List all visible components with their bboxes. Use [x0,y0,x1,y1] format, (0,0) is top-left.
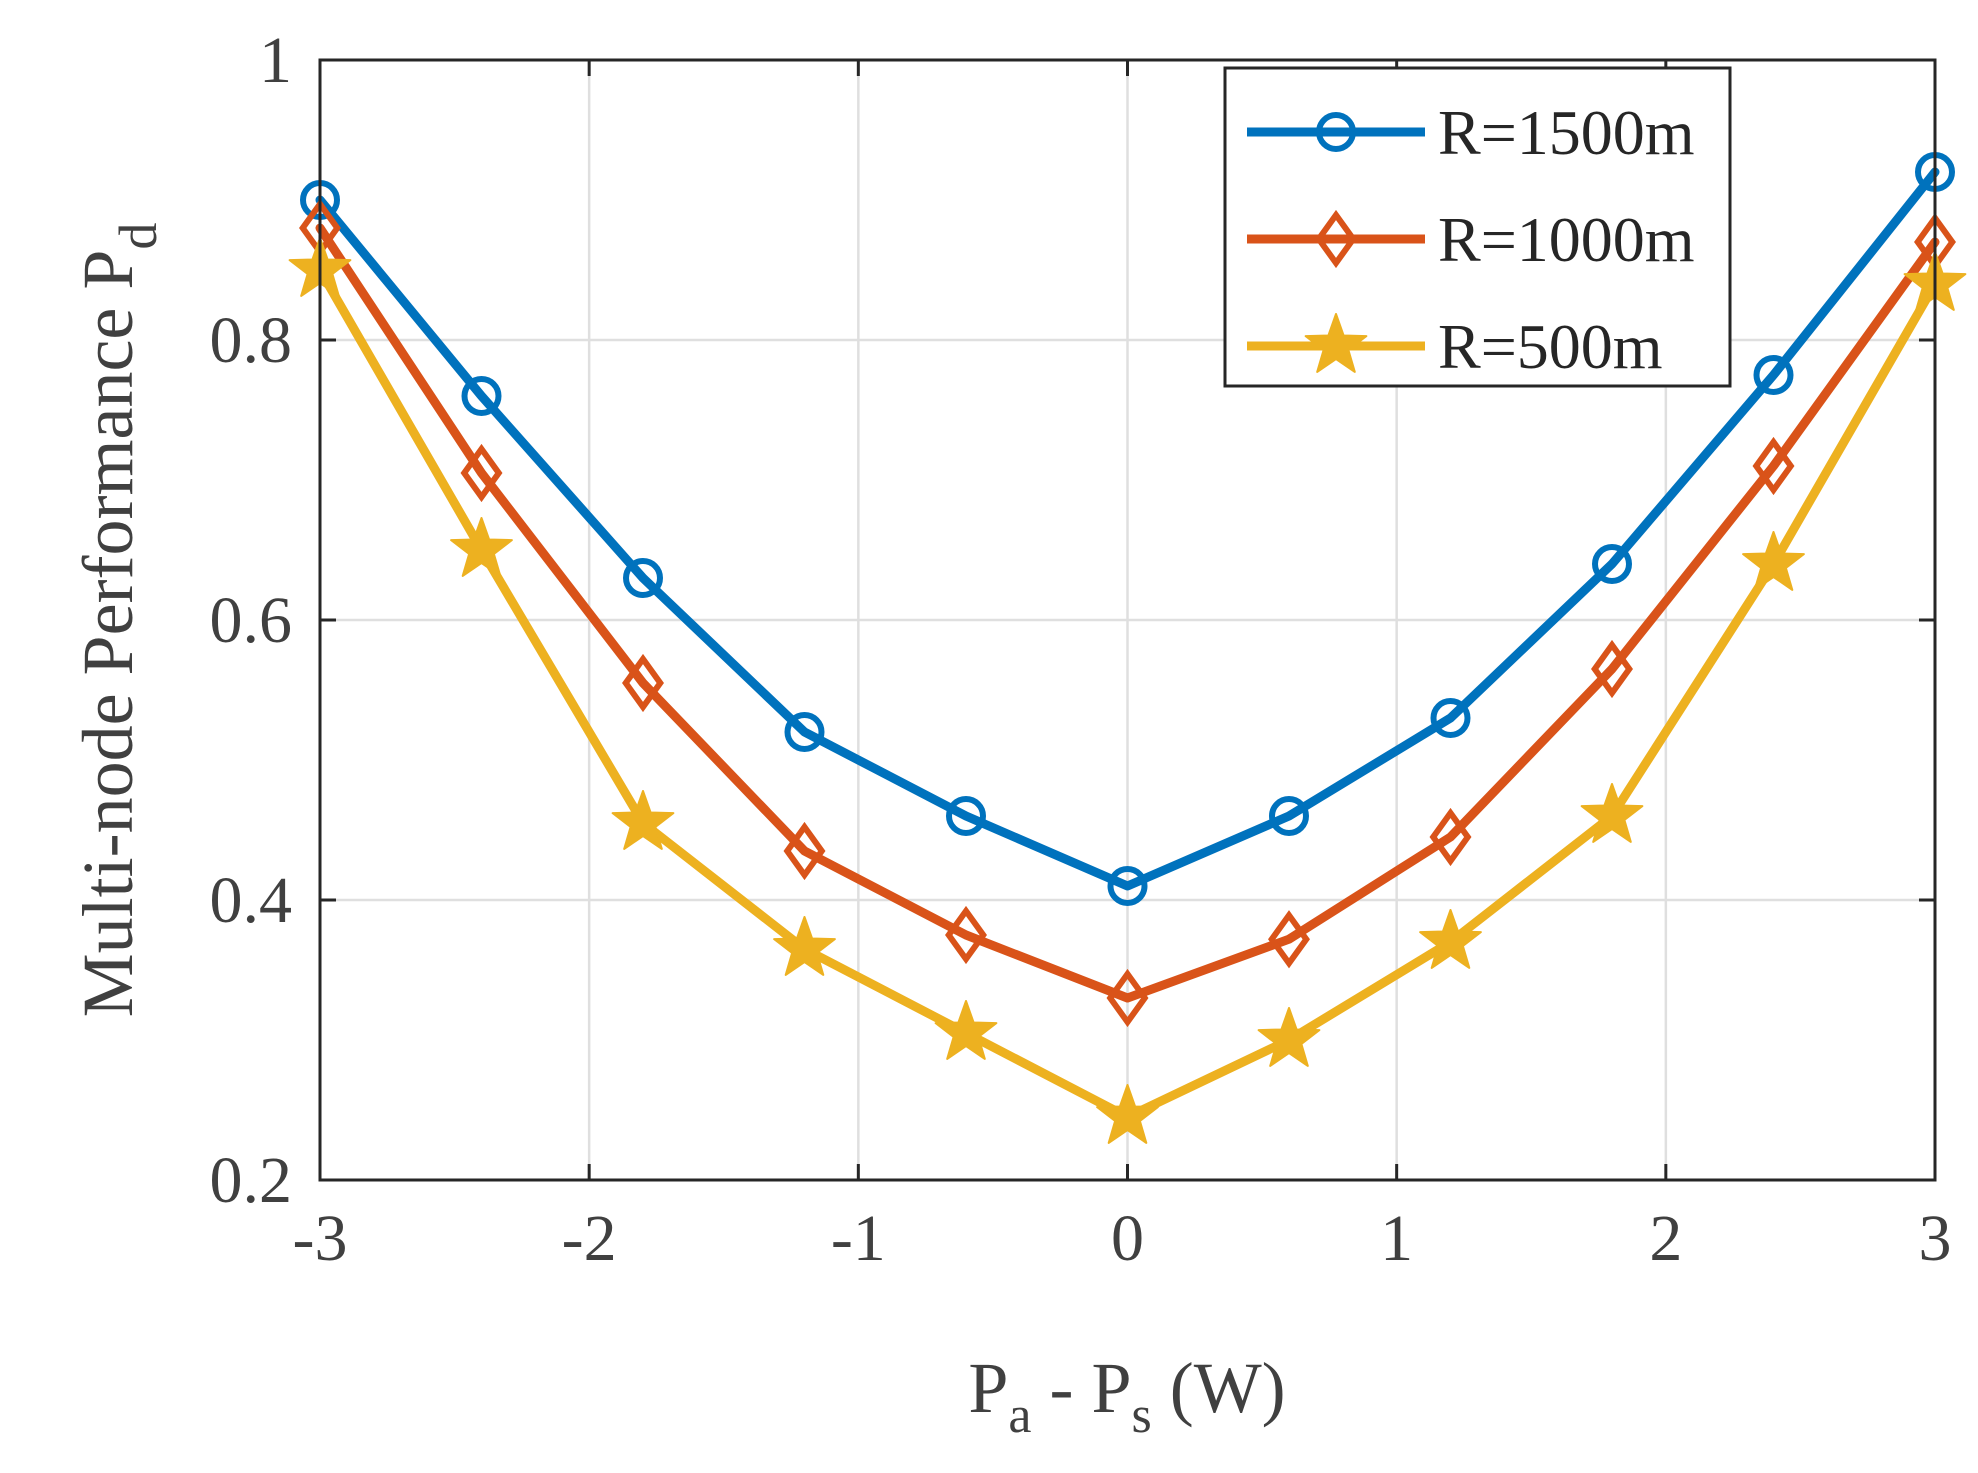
legend-marker [1316,112,1356,152]
y-axis-title: Multi-node Performance Pd [68,223,168,1018]
x-tick-label: 3 [1919,1202,1952,1275]
x-tick-label: -3 [293,1202,348,1275]
y-tick-label: 1 [259,24,292,97]
data-point-circle [1430,698,1471,738]
legend-box [1223,66,1732,388]
data-point-circle [1592,544,1632,584]
legend-label: R=1500m [1438,97,1695,168]
y-tick-label: 0.4 [210,864,293,937]
x-tick-label: -2 [562,1202,617,1275]
series-R=1500m [300,152,1955,906]
data-point-star [1742,531,1805,591]
series-R=1000m [299,198,1956,1028]
y-tick-label: 0.6 [210,584,293,657]
legend-label: R=500m [1438,311,1663,382]
tick-labels: -3 -2 -1 0 1 2 3 0.2 0.4 0.6 0.8 1 [210,24,1952,1275]
data-point-star [1096,1084,1159,1144]
legend: R=1500m R=1000m R=500m [1223,66,1732,388]
data-point-circle [461,376,502,416]
data-point-star [450,517,513,577]
data-point-circle [623,558,663,598]
legend-marker [1304,313,1368,373]
data-point-circle [1107,866,1148,906]
data-point-diamond [783,821,826,881]
data-point-star [1580,783,1644,843]
data-point-circle [1753,355,1794,395]
series-line [315,223,1940,1003]
data-point-star [611,790,675,850]
y-tick-label: 0.8 [210,304,293,377]
data-point-circle [1269,796,1309,836]
data-point-star [934,1000,998,1060]
series-line [315,167,1940,891]
data-point-diamond [1106,968,1149,1028]
data-point-circle [784,712,825,752]
data-point-diamond [1752,436,1795,496]
y-tick-label: 0.2 [210,1144,293,1217]
legend-marker [1315,209,1357,269]
data-point-star [1257,1007,1321,1067]
x-axis-title: Pa - Ps (W) [968,1348,1285,1444]
data-point-diamond [622,653,664,713]
data-point-circle [946,796,986,836]
x-tick-label: -1 [831,1202,886,1275]
data-point-star [1419,909,1482,969]
data-point-diamond [945,905,987,965]
data-point-diamond [1591,639,1633,699]
data-point-diamond [1429,807,1472,867]
data-point-diamond [1268,910,1310,969]
x-tick-label: 0 [1111,1202,1144,1275]
data-point-diamond [460,443,503,503]
data-point-star [773,916,836,976]
legend-label: R=1000m [1438,204,1695,275]
x-tick-label: 2 [1649,1202,1682,1275]
x-tick-label: 1 [1380,1202,1413,1275]
